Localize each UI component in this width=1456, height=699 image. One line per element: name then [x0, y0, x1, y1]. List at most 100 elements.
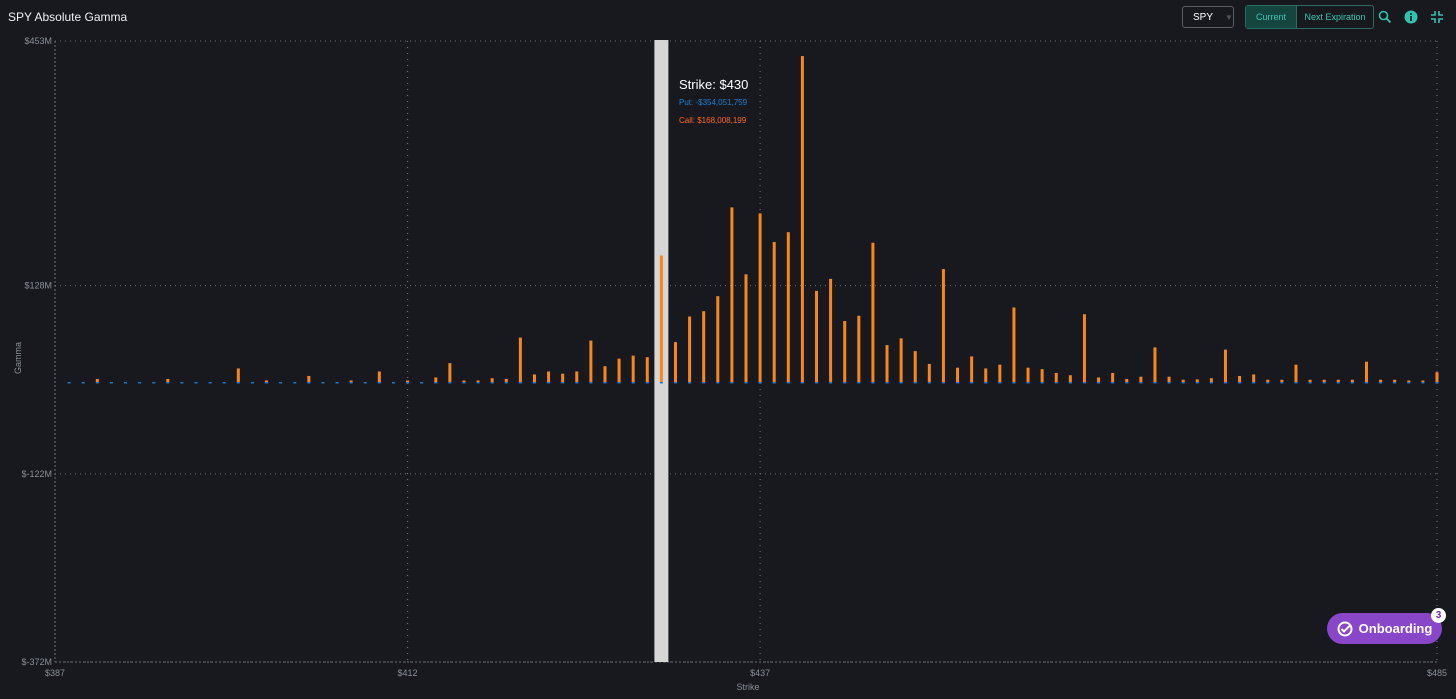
- tooltip-put: Put: -$354,051,759: [679, 98, 748, 107]
- put-bar: [786, 381, 790, 384]
- put-bar: [138, 381, 142, 384]
- put-bar: [377, 381, 381, 384]
- put-bar: [1435, 381, 1439, 384]
- search-icon[interactable]: [1378, 10, 1392, 24]
- tab-next-expiration[interactable]: Next Expiration: [1304, 12, 1366, 22]
- x-tick-label: $412: [398, 668, 418, 678]
- tab-current[interactable]: Current: [1246, 6, 1297, 28]
- put-bar: [1421, 381, 1425, 384]
- put-bar: [307, 381, 311, 384]
- put-bar: [349, 381, 353, 384]
- put-bar: [1266, 381, 1270, 384]
- call-bar: [561, 373, 565, 382]
- put-bar: [1350, 381, 1354, 384]
- call-bar: [1350, 379, 1354, 382]
- call-bar: [899, 338, 903, 382]
- call-bar: [984, 368, 988, 382]
- call-bar: [589, 340, 593, 382]
- put-bar: [406, 381, 410, 384]
- put-bar: [885, 381, 889, 384]
- call-bar: [603, 366, 607, 382]
- put-bar: [800, 381, 804, 384]
- put-bar: [603, 381, 607, 384]
- put-bar: [518, 381, 522, 384]
- call-bar: [758, 213, 762, 382]
- put-bar: [1294, 381, 1298, 384]
- put-bar: [1238, 381, 1242, 384]
- call-bar: [673, 342, 677, 382]
- put-bar: [688, 381, 692, 384]
- call-bar: [998, 364, 1002, 382]
- chart-title: SPY Absolute Gamma: [8, 10, 128, 24]
- put-bar: [617, 381, 621, 384]
- put-bar: [857, 381, 861, 384]
- put-bar: [1393, 381, 1397, 384]
- call-bar: [236, 368, 240, 382]
- put-bar: [1012, 381, 1016, 384]
- onboarding-button[interactable]: Onboarding: [1327, 613, 1442, 644]
- put-bar: [194, 381, 198, 384]
- put-bar: [250, 381, 254, 384]
- put-bar: [391, 381, 395, 384]
- call-bar: [843, 321, 847, 382]
- put-bar: [1308, 381, 1312, 384]
- put-bar: [631, 381, 635, 384]
- info-icon[interactable]: [1404, 10, 1418, 24]
- put-bar: [1111, 381, 1115, 384]
- call-bar: [490, 378, 494, 382]
- put-bar: [927, 381, 931, 384]
- put-bar: [744, 381, 748, 384]
- put-bar: [970, 381, 974, 384]
- put-bar: [673, 381, 677, 384]
- put-bar: [166, 381, 170, 384]
- collapse-icon[interactable]: [1430, 10, 1444, 24]
- chevron-down-icon: ▼: [1225, 12, 1233, 22]
- put-bar: [265, 381, 269, 384]
- put-bar: [1097, 381, 1101, 384]
- put-bar: [95, 381, 99, 384]
- put-bar: [180, 381, 184, 384]
- call-bar: [1125, 378, 1129, 382]
- put-bar: [448, 381, 452, 384]
- put-bar: [702, 381, 706, 384]
- put-bar: [815, 381, 819, 384]
- call-bar: [434, 377, 438, 382]
- call-bar: [617, 358, 621, 382]
- call-bar: [815, 290, 819, 382]
- put-bar: [758, 381, 762, 384]
- call-bar: [265, 380, 269, 382]
- put-bar: [1139, 381, 1143, 384]
- put-bar: [1054, 381, 1058, 384]
- call-bar: [941, 269, 945, 382]
- call-bar: [575, 371, 579, 382]
- call-bar: [744, 274, 748, 382]
- put-bar: [547, 381, 551, 384]
- call-bar: [1139, 376, 1143, 382]
- call-bar: [166, 378, 170, 382]
- put-bar: [1195, 381, 1199, 384]
- check-circle-icon: [1337, 621, 1353, 636]
- put-bar: [1322, 381, 1326, 384]
- y-tick-label: $-372M: [21, 657, 52, 667]
- put-bar: [1252, 381, 1256, 384]
- put-bar: [956, 381, 960, 384]
- put-bar: [659, 381, 663, 384]
- ticker-select[interactable]: SPY ▼: [1182, 6, 1234, 28]
- put-bar: [1181, 381, 1185, 384]
- put-bar: [124, 381, 128, 384]
- call-bar: [1012, 307, 1016, 382]
- call-bar: [1421, 380, 1425, 382]
- call-bar: [1407, 380, 1411, 382]
- call-bar: [518, 337, 522, 382]
- call-bar: [1252, 374, 1256, 382]
- put-bar: [109, 381, 113, 384]
- call-bar: [702, 311, 706, 382]
- put-bar: [716, 381, 720, 384]
- put-bar: [420, 381, 424, 384]
- call-bar: [307, 375, 311, 382]
- put-bar: [490, 381, 494, 384]
- call-bar: [927, 363, 931, 382]
- y-tick-label: $453M: [24, 36, 52, 46]
- call-bar: [448, 363, 452, 382]
